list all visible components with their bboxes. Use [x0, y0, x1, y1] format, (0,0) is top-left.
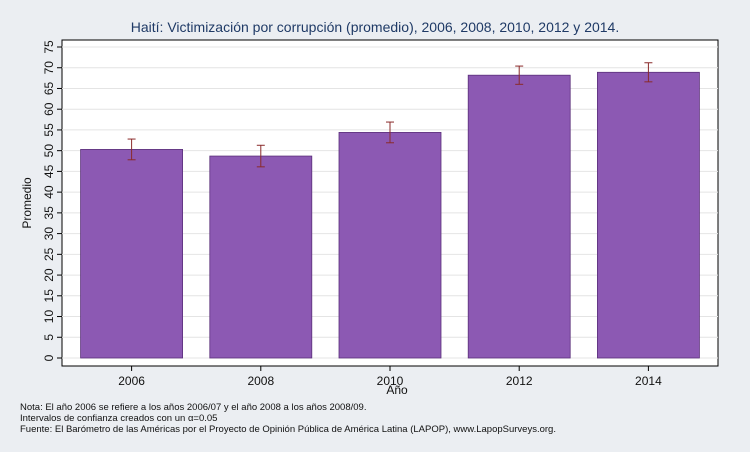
- bar-2014: [597, 71, 700, 359]
- error-bars: [127, 62, 653, 168]
- x-tick-label-2012: 2012: [506, 374, 533, 388]
- bar-2010: [338, 132, 442, 359]
- y-tick-label: 20: [42, 268, 56, 282]
- y-axis-label: Promedio: [20, 177, 34, 229]
- y-tick-label: 30: [42, 227, 56, 241]
- note-line-3: Fuente: El Barómetro de las Américas por…: [20, 424, 556, 435]
- y-tick-label: 25: [42, 247, 56, 261]
- x-tick-label-2014: 2014: [635, 374, 662, 388]
- x-axis-label: Año: [386, 383, 408, 397]
- y-tick-label: 0: [42, 354, 56, 361]
- x-axis: 2006 2008 2010 2012 2014: [118, 366, 662, 388]
- y-tick-label: 65: [42, 81, 56, 95]
- y-tick-label: 75: [42, 40, 56, 54]
- y-tick-label: 70: [42, 61, 56, 75]
- y-tick-label: 55: [42, 123, 56, 137]
- y-axis: 0 5 10 15 20 25 30 35 40 45 50 55 60 65 70 75: [42, 40, 62, 361]
- bar-2006: [80, 149, 183, 359]
- y-tick-label: 60: [42, 102, 56, 116]
- y-tick-label: 40: [42, 185, 56, 199]
- bar-2012: [467, 74, 571, 359]
- x-tick-label-2008: 2008: [247, 374, 274, 388]
- x-tick-label-2010: 2010: [377, 374, 404, 388]
- note-line-1: Nota: El año 2006 se refiere a los años …: [20, 402, 366, 413]
- y-tick-label: 15: [42, 289, 56, 303]
- chart-title: Haití: Victimización por corrupción (pro…: [131, 19, 619, 35]
- y-tick-label: 50: [42, 144, 56, 158]
- bars: [80, 71, 700, 359]
- y-tick-label: 10: [42, 310, 56, 324]
- y-tick-label: 45: [42, 164, 56, 178]
- x-tick-label-2006: 2006: [118, 374, 145, 388]
- y-tick-label: 35: [42, 206, 56, 220]
- y-tick-label: 5: [42, 334, 56, 341]
- note-line-2: Intervalos de confianza creados con un α…: [20, 413, 217, 424]
- bar-2008: [209, 155, 313, 359]
